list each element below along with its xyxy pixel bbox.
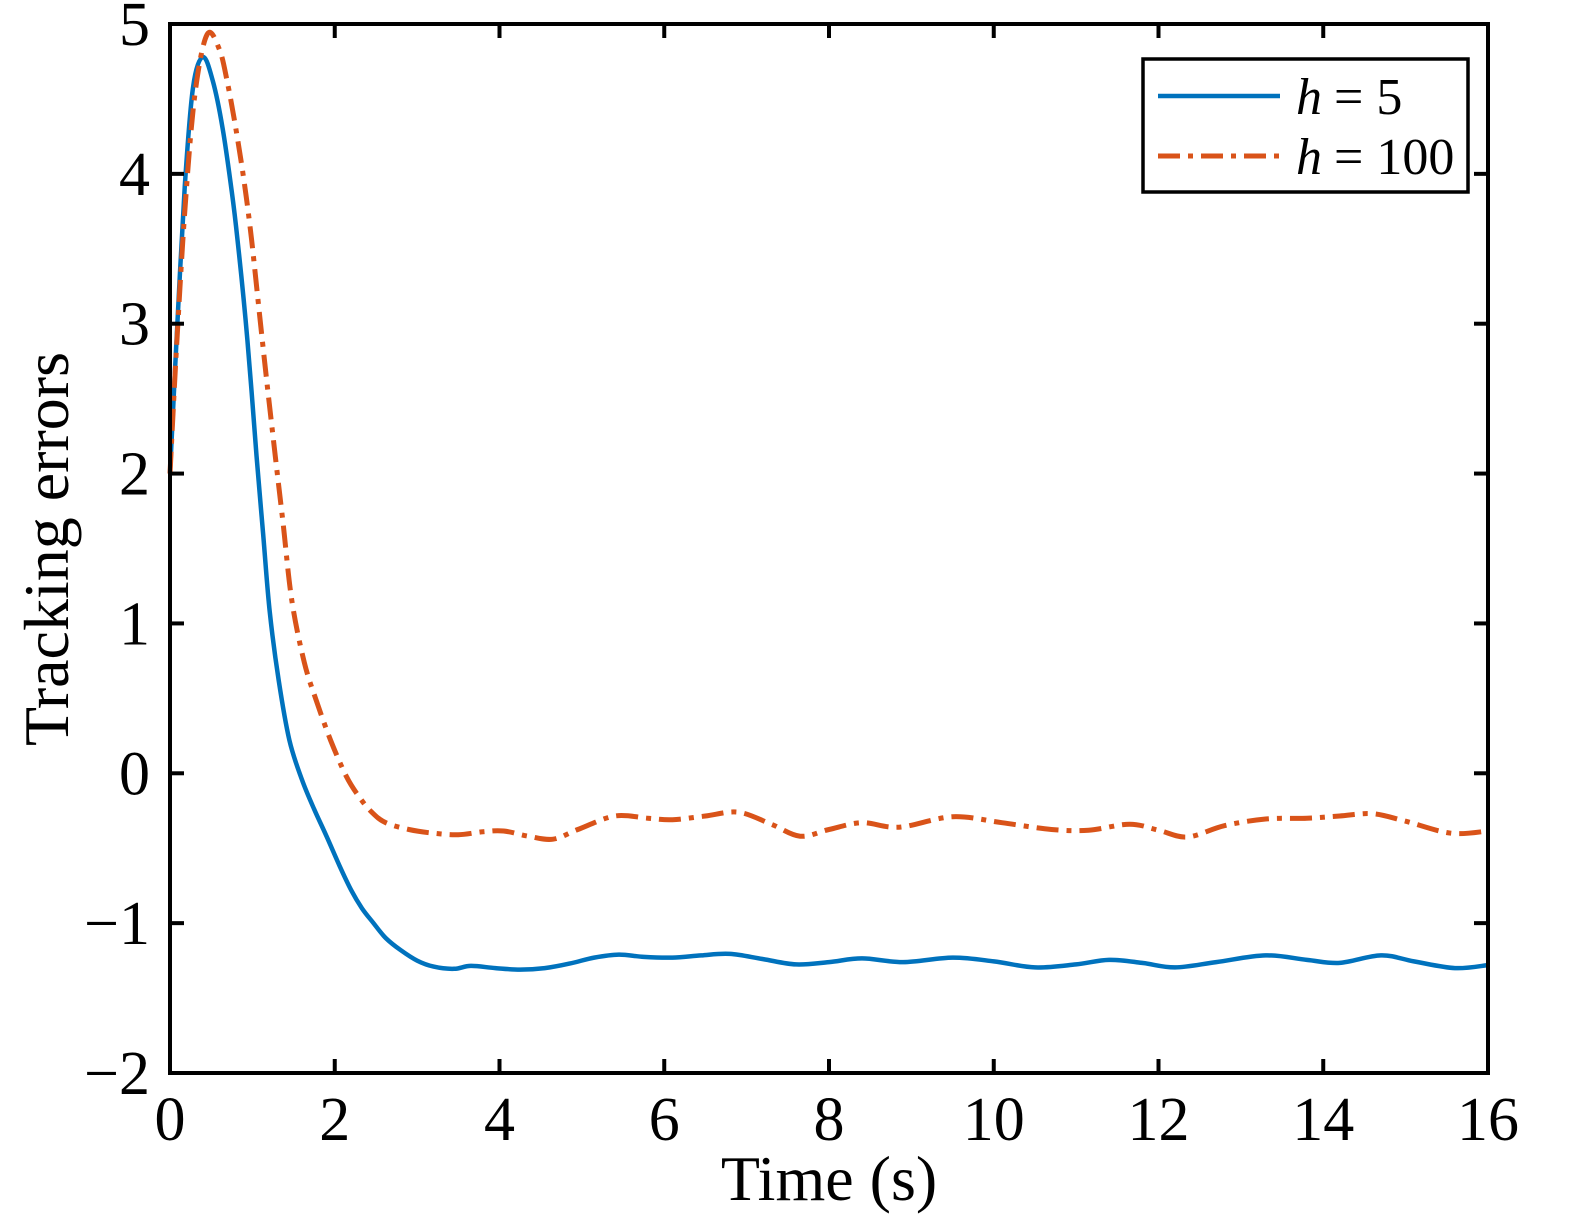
x-tick-label-8: 16 [1457, 1086, 1519, 1154]
y-tick-label-4: 2 [119, 441, 150, 509]
y-tick-label-0: −2 [84, 1040, 150, 1108]
x-axis-label: Time (s) [721, 1143, 937, 1214]
y-tick-label-3: 1 [119, 590, 150, 658]
x-tick-label-2: 4 [484, 1086, 515, 1154]
y-tick-label-7: 5 [119, 0, 150, 59]
x-tick-label-5: 10 [963, 1086, 1025, 1154]
x-tick-label-0: 0 [155, 1086, 186, 1154]
curves-group [167, 29, 1489, 972]
x-tick-label-1: 2 [319, 1086, 350, 1154]
y-tick-label-5: 3 [119, 291, 150, 359]
y-tick-label-2: 0 [119, 740, 150, 808]
x-tick-label-6: 12 [1128, 1086, 1190, 1154]
y-axis-label: Tracking errors [11, 352, 82, 746]
legend-frame [1141, 57, 1470, 194]
plot-area [170, 24, 1488, 1073]
x-tick-label-7: 14 [1292, 1086, 1354, 1154]
legend: h = 5 h = 100 [1141, 57, 1470, 194]
y-tick-label-1: −1 [84, 890, 150, 958]
x-tick-label-3: 6 [649, 1086, 680, 1154]
y-tick-label-6: 4 [119, 141, 150, 209]
legend-label-h100: h = 100 [1296, 129, 1454, 186]
legend-label-h5: h = 5 [1296, 69, 1402, 126]
series-line-0 [167, 54, 1489, 972]
x-tick-label-4: 8 [814, 1086, 845, 1154]
